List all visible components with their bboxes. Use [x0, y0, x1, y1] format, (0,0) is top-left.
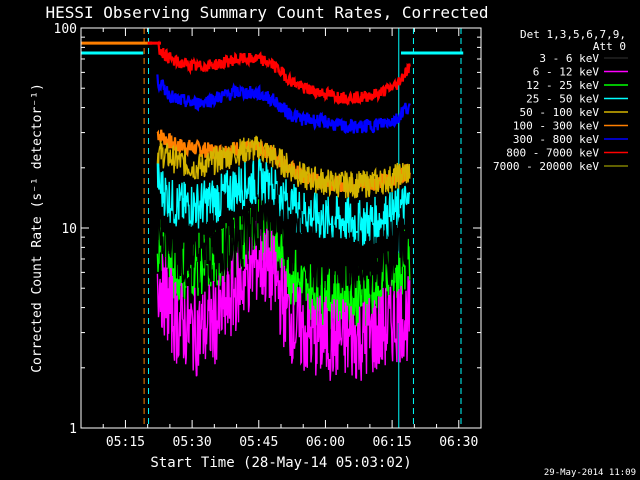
series-line-6: [156, 74, 411, 135]
legend-label: 50 - 100 keV: [520, 106, 600, 119]
legend-header: Det 1,3,5,6,7,9,: [520, 28, 626, 41]
plot-area: [81, 28, 464, 428]
legend-label: 3 - 6 keV: [539, 52, 599, 65]
legend-label: 300 - 800 keV: [513, 133, 599, 146]
x-tick-label: 06:15: [373, 435, 412, 450]
x-tick-label: 05:30: [173, 435, 212, 450]
footer-timestamp: 29-May-2014 11:09: [544, 468, 636, 478]
y-axis-label: Corrected Count Rate (s⁻¹ detector⁻¹): [30, 83, 45, 373]
x-ticks: 05:15 05:30 05:45 06:00 06:15 06:30: [80, 28, 482, 450]
legend-header: Att 0: [593, 40, 626, 53]
legend-label: 12 - 25 keV: [526, 79, 599, 92]
legend-label: 6 - 12 keV: [533, 66, 600, 79]
series-line-1: [156, 220, 411, 381]
x-axis-label: Start Time (28-May-14 05:03:02): [150, 455, 411, 471]
legend-label: 7000 - 20000 keV: [493, 160, 599, 173]
x-tick-label: 06:30: [439, 435, 478, 450]
x-tick-label: 06:00: [306, 435, 345, 450]
x-tick-label: 05:15: [106, 435, 145, 450]
legend-label: 800 - 7000 keV: [506, 147, 599, 160]
series-line-7: [156, 40, 411, 106]
y-tick-label: 100: [54, 22, 77, 37]
y-tick-label: 1: [69, 422, 77, 437]
legend-label: 25 - 50 keV: [526, 93, 599, 106]
series-line-4: [156, 135, 411, 199]
legend-label: 100 - 300 keV: [513, 120, 599, 133]
y-ticks: 100 10 1: [54, 22, 481, 437]
x-tick-label: 05:45: [239, 435, 278, 450]
series-line-0: [156, 181, 411, 299]
chart-title: HESSI Observing Summary Count Rates, Cor…: [45, 3, 488, 22]
y-tick-label: 10: [61, 222, 77, 237]
